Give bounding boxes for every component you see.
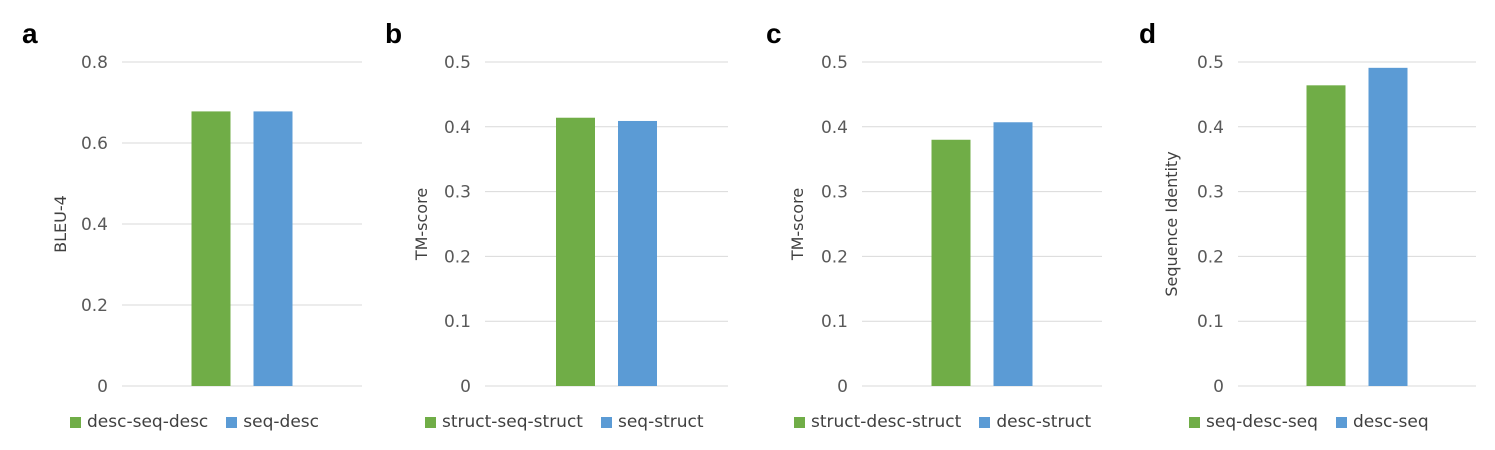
y-axis-label: BLEU-4 xyxy=(51,195,70,253)
legend: struct-desc-struct desc-struct xyxy=(794,412,1091,432)
panel-label: d xyxy=(1139,18,1157,49)
legend-swatch xyxy=(1189,416,1200,428)
panel-c: 0 0.1 0.2 0.3 0.4 0.5 TM-score c struct-desc-s… xyxy=(746,0,1119,450)
legend-item: seq-struct xyxy=(600,412,704,432)
y-tick-label: 0.3 xyxy=(1197,183,1224,203)
panel-a: 0 0.2 0.4 0.6 0.8 BLEU-4 a desc-seq-desc seq-… xyxy=(0,0,373,450)
legend-item: struct-desc-struct xyxy=(794,412,961,432)
legend-swatch xyxy=(600,416,612,428)
y-tick-label: 0.5 xyxy=(444,53,471,73)
chart-svg: 0 0.1 0.2 0.3 0.4 0.5 TM-score xyxy=(412,53,728,397)
y-tick-label: 0 xyxy=(1213,377,1224,397)
legend: seq-desc-seq desc-seq xyxy=(1189,412,1429,432)
y-tick-label: 0 xyxy=(837,377,848,397)
legend-label: desc-seq xyxy=(1352,412,1429,432)
legend-item: desc-seq-desc xyxy=(70,412,208,432)
bar xyxy=(618,120,657,386)
y-tick-label: 0.2 xyxy=(444,247,471,267)
y-axis-label: TM-score xyxy=(412,188,431,261)
legend-label: desc-seq-desc xyxy=(87,412,209,432)
bar xyxy=(1368,67,1408,386)
y-tick-label: 0.1 xyxy=(444,312,471,332)
legend-label: seq-desc-seq xyxy=(1206,412,1318,432)
y-axis-label: TM-score xyxy=(788,188,807,261)
y-tick-label: 0.4 xyxy=(81,215,108,235)
legend-item: seq-desc xyxy=(226,412,319,432)
legend-swatch xyxy=(979,416,991,428)
y-tick-label: 0.3 xyxy=(444,183,471,203)
legend: desc-seq-desc seq-desc xyxy=(70,412,319,432)
chart-svg: 0 0.2 0.4 0.6 0.8 BLEU-4 xyxy=(51,53,362,397)
bar xyxy=(191,111,231,386)
y-tick-label: 0.6 xyxy=(81,134,108,154)
legend-label: struct-desc-struct xyxy=(811,412,962,432)
legend-label: seq-desc xyxy=(243,412,319,432)
legend-item: desc-struct xyxy=(979,412,1091,432)
panel-label: a xyxy=(22,18,38,49)
y-tick-label: 0.5 xyxy=(821,53,848,73)
legend-swatch xyxy=(226,416,238,428)
legend-label: seq-struct xyxy=(617,412,704,432)
y-tick-label: 0 xyxy=(460,377,471,397)
legend: struct-seq-struct seq-struct xyxy=(425,412,704,432)
y-tick-label: 0.1 xyxy=(821,312,848,332)
y-tick-label: 0.4 xyxy=(1197,118,1224,138)
y-tick-label: 0.1 xyxy=(1197,312,1224,332)
y-tick-label: 0 xyxy=(97,377,108,397)
panel-label: b xyxy=(385,18,403,49)
chart-svg: 0 0.1 0.2 0.3 0.4 0.5 Sequence Identity xyxy=(1162,53,1476,397)
legend-swatch xyxy=(70,416,81,428)
legend-item: struct-seq-struct xyxy=(425,412,583,432)
y-tick-label: 0.5 xyxy=(1197,53,1224,73)
legend-swatch xyxy=(425,416,436,428)
y-tick-label: 0.3 xyxy=(821,183,848,203)
legend-item: seq-desc-seq xyxy=(1189,412,1318,432)
y-tick-label: 0.2 xyxy=(1197,247,1224,267)
legend-swatch xyxy=(1335,416,1347,428)
y-tick-label: 0.8 xyxy=(81,53,108,73)
legend-swatch xyxy=(794,416,805,428)
y-tick-label: 0.2 xyxy=(821,247,848,267)
legend-label: struct-seq-struct xyxy=(442,412,583,432)
bar xyxy=(931,139,971,386)
y-axis-label: Sequence Identity xyxy=(1162,151,1181,296)
chart-svg: 0 0.1 0.2 0.3 0.4 0.5 TM-score xyxy=(788,53,1102,397)
bar xyxy=(993,122,1033,386)
panel-label: c xyxy=(766,18,782,49)
bar xyxy=(556,117,595,386)
legend-label: desc-struct xyxy=(996,412,1092,432)
bar xyxy=(253,111,293,386)
y-tick-label: 0.4 xyxy=(821,118,848,138)
bar xyxy=(1306,85,1346,386)
y-tick-label: 0.4 xyxy=(444,118,471,138)
legend-item: desc-seq xyxy=(1335,412,1429,432)
y-tick-label: 0.2 xyxy=(81,296,108,316)
panel-b: 0 0.1 0.2 0.3 0.4 0.5 TM-score b struct-seq-st… xyxy=(373,0,746,450)
panel-d: 0 0.1 0.2 0.3 0.4 0.5 Sequence Identity d seq-… xyxy=(1119,0,1492,450)
